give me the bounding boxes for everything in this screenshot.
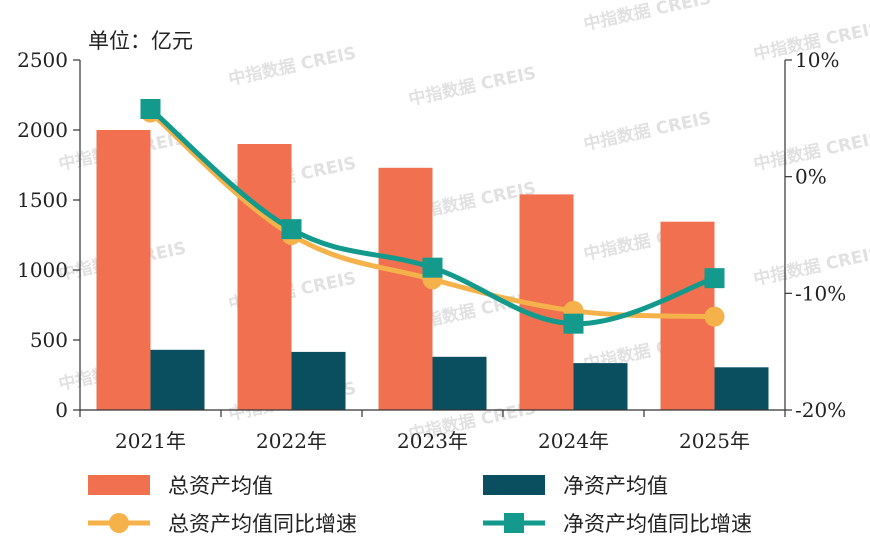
watermark-text: 中指数据 CREIS bbox=[407, 62, 538, 110]
legend-label: 净资产均值同比增速 bbox=[563, 512, 752, 536]
left-tick-label: 1500 bbox=[17, 188, 68, 212]
marker-net-assets-growth bbox=[704, 268, 725, 289]
legend-label: 总资产均值 bbox=[168, 474, 273, 498]
watermark-text: 中指数据 CREIS bbox=[582, 107, 713, 155]
legend-label: 总资产均值同比增速 bbox=[168, 512, 357, 536]
watermark-text: 中指数据 CREIS bbox=[582, 0, 713, 35]
legend-label: 净资产均值 bbox=[563, 474, 668, 498]
left-tick-label: 0 bbox=[55, 398, 68, 422]
bar-net-assets bbox=[714, 367, 769, 410]
left-tick-label: 2500 bbox=[17, 48, 68, 72]
bar-total-assets bbox=[378, 167, 433, 410]
marker-total-assets-growth bbox=[704, 306, 725, 327]
bar-total-assets bbox=[96, 130, 151, 410]
watermark-text: 中指数据 CREIS bbox=[227, 42, 358, 90]
right-tick-label: 10% bbox=[795, 48, 839, 72]
x-tick-label: 2023年 bbox=[397, 429, 468, 453]
legend-marker bbox=[109, 513, 129, 533]
legend-swatch bbox=[483, 475, 545, 495]
bars-group bbox=[96, 130, 769, 410]
marker-net-assets-growth bbox=[140, 99, 161, 119]
bar-net-assets bbox=[573, 363, 628, 410]
lines-group bbox=[140, 99, 725, 334]
x-tick-label: 2022年 bbox=[256, 429, 327, 453]
right-tick-label: 0% bbox=[795, 165, 827, 189]
left-tick-label: 500 bbox=[30, 328, 68, 352]
bar-net-assets bbox=[432, 356, 487, 410]
marker-net-assets-growth bbox=[563, 313, 584, 334]
x-tick-label: 2021年 bbox=[115, 429, 186, 453]
left-tick-label: 2000 bbox=[17, 118, 68, 142]
left-tick-label: 1000 bbox=[17, 258, 68, 282]
legend-swatch bbox=[88, 475, 150, 495]
marker-net-assets-growth bbox=[422, 257, 443, 278]
legend-marker bbox=[504, 513, 524, 533]
right-tick-label: -10% bbox=[795, 281, 846, 305]
x-tick-label: 2024年 bbox=[538, 429, 609, 453]
right-tick-label: -20% bbox=[795, 398, 846, 422]
bar-net-assets bbox=[150, 349, 205, 410]
marker-net-assets-growth bbox=[281, 219, 302, 240]
bar-total-assets bbox=[237, 144, 292, 410]
unit-label: 单位：亿元 bbox=[88, 29, 193, 53]
axes-group bbox=[79, 60, 786, 411]
bar-net-assets bbox=[291, 351, 346, 410]
x-tick-label: 2025年 bbox=[679, 429, 750, 453]
ticks-group: 0 500 1000 1500 2000 2500 -20% -10% 0% 10% 2021年 20… bbox=[17, 48, 846, 453]
